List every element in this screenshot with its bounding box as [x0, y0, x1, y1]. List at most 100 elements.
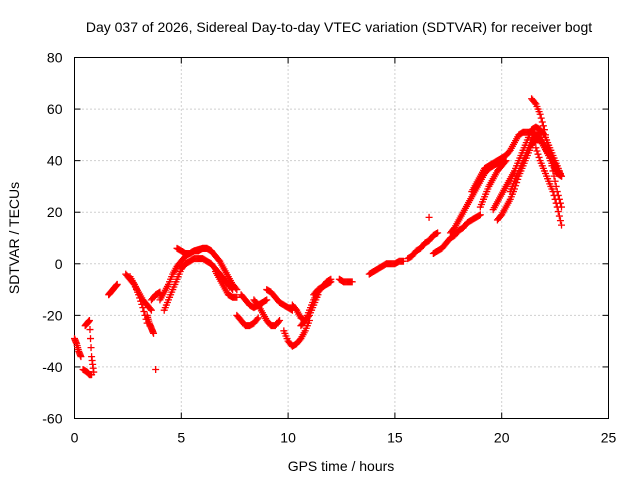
- data-point: [263, 296, 271, 304]
- y-tick-label: -40: [42, 359, 62, 375]
- data-point: [545, 146, 553, 154]
- data-point: [558, 172, 566, 180]
- x-tick-label: 25: [601, 430, 617, 446]
- data-point: [546, 151, 554, 159]
- data-point: [533, 147, 541, 155]
- data-point: [85, 317, 93, 325]
- data-point: [348, 278, 356, 286]
- data-point: [553, 203, 561, 211]
- data-point: [233, 293, 241, 301]
- y-tick-label: -60: [42, 411, 62, 427]
- data-point: [254, 314, 262, 322]
- y-tick-labels: -60 -40 -20 0 20 40 60 80: [42, 50, 62, 427]
- data-point: [425, 213, 433, 221]
- data-point: [274, 318, 282, 326]
- series-arc26: [429, 211, 484, 257]
- data-point: [547, 157, 555, 165]
- data-point: [113, 280, 121, 288]
- data-point: [551, 177, 559, 185]
- data-point: [88, 371, 96, 379]
- data-point: [140, 307, 148, 315]
- x-tick-label: 5: [177, 430, 185, 446]
- series-arc17: [263, 286, 296, 314]
- series-arc33: [528, 95, 566, 211]
- data-point: [327, 278, 335, 286]
- data-point: [147, 306, 155, 314]
- data-point: [476, 211, 484, 219]
- series-arc29: [476, 157, 510, 211]
- data-point: [501, 158, 509, 166]
- data-point: [399, 257, 407, 265]
- data-point: [550, 172, 558, 180]
- series-arc22: [335, 275, 356, 286]
- data-point: [87, 344, 95, 352]
- chart-title: Day 037 of 2026, Sidereal Day-to-day VTE…: [86, 19, 592, 35]
- series-arc24: [404, 229, 442, 263]
- series-arc9: [152, 366, 160, 374]
- data-point: [539, 122, 547, 130]
- data-point: [233, 286, 241, 294]
- data-point: [532, 144, 540, 152]
- series-arc31: [493, 136, 566, 224]
- y-tick-label: 40: [47, 153, 63, 169]
- data-point: [538, 118, 546, 126]
- data-point: [552, 199, 560, 207]
- data-point: [535, 153, 543, 161]
- data-point: [77, 353, 85, 361]
- series-arc23: [365, 257, 407, 278]
- data-point: [549, 167, 557, 175]
- series-arc16: [250, 296, 284, 330]
- data-point: [150, 329, 158, 337]
- x-axis-label: GPS time / hours: [288, 458, 395, 474]
- series-arc2: [81, 317, 98, 376]
- data-point: [276, 317, 284, 325]
- data-point: [300, 318, 308, 326]
- y-tick-label: -20: [42, 307, 62, 323]
- series-arc18: [280, 317, 313, 350]
- data-point: [502, 157, 510, 165]
- y-tick-label: 20: [47, 204, 63, 220]
- data-point: [544, 141, 552, 149]
- data-point: [540, 126, 548, 134]
- data-point: [137, 297, 145, 305]
- series-arc14: [233, 311, 262, 330]
- series-arc34: [532, 144, 566, 229]
- data-point: [135, 291, 143, 299]
- series-arc13: [211, 268, 241, 301]
- series-arc12: [173, 244, 241, 294]
- data-point: [543, 136, 551, 144]
- data-point: [558, 221, 566, 229]
- data-point: [232, 284, 240, 292]
- data-point: [537, 114, 545, 122]
- series-arc3: [79, 366, 96, 379]
- data-points: [71, 95, 566, 379]
- data-point: [434, 229, 442, 237]
- series-arc1: [71, 335, 85, 361]
- x-tick-label: 0: [71, 430, 79, 446]
- data-point: [87, 335, 95, 343]
- data-point: [146, 305, 154, 313]
- data-point: [534, 150, 542, 158]
- data-point: [554, 208, 562, 216]
- data-point: [138, 300, 146, 308]
- data-point: [549, 188, 557, 196]
- x-tick-labels: 0 5 10 15 20 25: [71, 430, 617, 446]
- series-arc7: [143, 311, 158, 337]
- y-tick-label: 60: [47, 101, 63, 117]
- y-tick-label: 80: [47, 50, 63, 66]
- data-point: [555, 212, 563, 220]
- x-tick-label: 20: [494, 430, 510, 446]
- data-point: [152, 366, 160, 374]
- plot-frame: [74, 57, 609, 419]
- data-point: [536, 110, 544, 118]
- data-point: [253, 315, 261, 323]
- data-point: [556, 217, 564, 225]
- data-point: [139, 304, 147, 312]
- data-point: [551, 195, 559, 203]
- series-arc32: [506, 131, 566, 196]
- data-point: [548, 162, 556, 170]
- axis-ticks: [74, 57, 609, 419]
- data-point: [531, 99, 539, 107]
- grid-lines: [74, 57, 609, 419]
